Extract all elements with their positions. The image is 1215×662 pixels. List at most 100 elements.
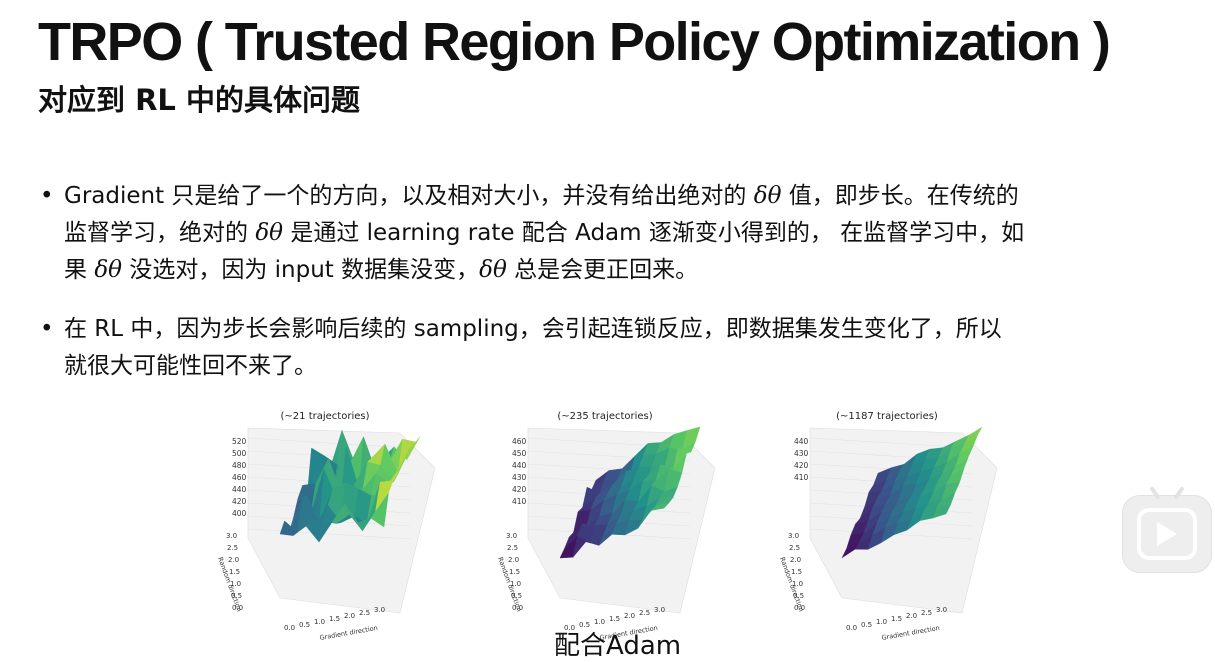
z-tick-label: 430: [512, 473, 527, 482]
bullet-item-rl: • 在 RL 中，因为步长会影响后续的 sampling，会引起连锁反应，即数据…: [38, 311, 1178, 385]
plot-title: (~21 trajectories): [280, 411, 370, 422]
play-icon[interactable]: [1122, 495, 1212, 573]
y-tick-label: 2.5: [789, 544, 800, 552]
z-tick-label: 450: [512, 449, 527, 458]
x-tick-label: 3.0: [654, 606, 665, 614]
bullet-line: Gradient 只是给了一个的方向，以及相对大小，并没有给出绝对的 δθ 值，…: [64, 178, 1178, 215]
z-tick-label: 420: [794, 461, 809, 470]
bullet-list: • Gradient 只是给了一个的方向，以及相对大小，并没有给出绝对的 δθ …: [38, 178, 1178, 407]
z-tick-label: 400: [232, 509, 247, 518]
z-tick-label: 460: [232, 473, 247, 482]
x-tick-label: 3.0: [936, 606, 947, 614]
z-tick-label: 410: [512, 497, 527, 506]
math-delta-theta: δθ: [94, 257, 123, 283]
y-tick-label: 1.0: [792, 580, 803, 588]
surface-svg: 520 500 480 460 440 420 400 3.0 2.5 2.0 1.5 1.0 0.5 0…: [216, 427, 436, 640]
bullet-dot: •: [40, 316, 54, 342]
x-tick-label: 1.5: [609, 615, 620, 623]
surface-plot-1187: (~1187 trajectories) 440 430 420 410 3.0 2.5 2…: [762, 408, 1012, 640]
z-tick-label: 440: [232, 485, 247, 494]
y-tick-label: 2.5: [227, 544, 238, 552]
x-tick-label: 2.0: [624, 612, 635, 620]
bullet-text: 总是会更正回来。: [506, 257, 699, 283]
y-tick-label: 1.5: [509, 568, 520, 576]
bullet-item-gradient: • Gradient 只是给了一个的方向，以及相对大小，并没有给出绝对的 δθ …: [38, 178, 1178, 289]
y-tick-label: 0.0: [512, 604, 523, 612]
bullet-text: 果: [64, 257, 95, 283]
y-tick-label: 2.0: [228, 556, 239, 564]
x-axis-label: Gradient direction: [319, 624, 378, 640]
surface: [841, 426, 983, 559]
x-tick-label: 1.0: [876, 618, 887, 626]
bullet-line: 在 RL 中，因为步长会影响后续的 sampling，会引起连锁反应，即数据集发…: [64, 316, 1002, 342]
surface-facet: [932, 504, 951, 519]
x-tick-label: 0.0: [284, 624, 295, 632]
y-tick-label: 3.0: [226, 532, 237, 540]
y-tick-label: 0.0: [794, 604, 805, 612]
z-tick-label: 500: [232, 449, 247, 458]
z-tick-label: 420: [512, 485, 527, 494]
z-tick-label: 420: [232, 497, 247, 506]
bullet-dot: •: [40, 183, 54, 209]
grid-line: [247, 528, 411, 540]
y-tick-label: 0.5: [231, 592, 242, 600]
grid-line: [809, 437, 973, 449]
y-tick-label: 1.5: [791, 568, 802, 576]
y-tick-label: 1.0: [510, 580, 521, 588]
surface-facet: [370, 493, 389, 528]
x-tick-label: 2.5: [639, 609, 650, 617]
plot-title: (~235 trajectories): [557, 411, 653, 422]
math-delta-theta: δθ: [255, 220, 284, 246]
x-tick-label: 2.5: [921, 609, 932, 617]
x-tick-label: 1.0: [594, 618, 605, 626]
x-tick-label: 2.5: [359, 609, 370, 617]
z-tick-label: 410: [794, 473, 809, 482]
slide-title: TRPO ( Trusted Region Policy Optimizatio…: [38, 12, 1111, 72]
bullet-text: 监督学习，绝对的: [64, 220, 256, 246]
bullet-text: Gradient 只是给了一个的方向，以及相对大小，并没有给出绝对的: [64, 183, 754, 209]
screen-icon: [1137, 508, 1197, 560]
play-triangle-icon: [1157, 522, 1177, 546]
z-tick-label: 440: [512, 461, 527, 470]
surface-plot-235: (~235 trajectories) 460 450 440 430 420 410 3.…: [480, 408, 730, 640]
bullet-text: 没选对，因为 input 数据集没变，: [122, 257, 480, 283]
y-tick-label: 3.0: [788, 532, 799, 540]
z-tick-label: 460: [512, 437, 527, 446]
z-tick-label: 440: [794, 437, 809, 446]
z-tick-label: 480: [232, 461, 247, 470]
bullet-line: 监督学习，绝对的 δθ 是通过 learning rate 配合 Adam 逐渐…: [64, 215, 1178, 252]
math-delta-theta: δθ: [479, 257, 507, 283]
y-tick-label: 2.0: [508, 556, 519, 564]
x-tick-label: 1.0: [314, 618, 325, 626]
x-tick-label: 0.5: [861, 621, 872, 629]
x-tick-label: 2.0: [344, 612, 355, 620]
surface: [559, 426, 701, 559]
z-tick-label: 520: [232, 437, 247, 446]
surface-svg: 460 450 440 430 420 410 3.0 2.5 2.0 1.5 1.0 0.5 0.0 0…: [496, 426, 716, 640]
y-tick-label: 1.0: [230, 580, 241, 588]
x-tick-label: 1.5: [891, 615, 902, 623]
bullet-line: 就很大可能性回不来了。: [64, 353, 317, 379]
y-tick-label: 2.0: [790, 556, 801, 564]
y-tick-label: 0.5: [793, 592, 804, 600]
x-tick-label: 0.5: [579, 621, 590, 629]
antenna-icon: [1151, 486, 1183, 498]
x-tick-label: 2.0: [906, 612, 917, 620]
bullet-text: 值，即步长。在传统的: [781, 183, 1019, 209]
surface-facet: [650, 503, 670, 511]
math-delta-theta: δθ: [753, 183, 782, 209]
y-tick-label: 0.0: [232, 604, 243, 612]
surface-plot-21: (~21 trajectories) 520 500 480 460 440 420 400…: [200, 408, 450, 640]
x-tick-label: 0.5: [299, 621, 310, 629]
surface-svg: 440 430 420 410 3.0 2.5 2.0 1.5 1.0 0.5 0.0 0.0 0.5 1…: [778, 426, 998, 640]
plot-title: (~1187 trajectories): [836, 411, 938, 422]
y-tick-label: 0.5: [511, 592, 522, 600]
x-tick-label: 1.5: [329, 615, 340, 623]
x-axis-label: Gradient direction: [881, 624, 940, 640]
y-tick-label: 2.5: [507, 544, 518, 552]
x-tick-label: 0.0: [846, 624, 857, 632]
surface: [279, 430, 421, 543]
x-tick-label: 0.0: [564, 624, 575, 632]
x-tick-label: 3.0: [374, 606, 385, 614]
z-tick-label: 430: [794, 449, 809, 458]
